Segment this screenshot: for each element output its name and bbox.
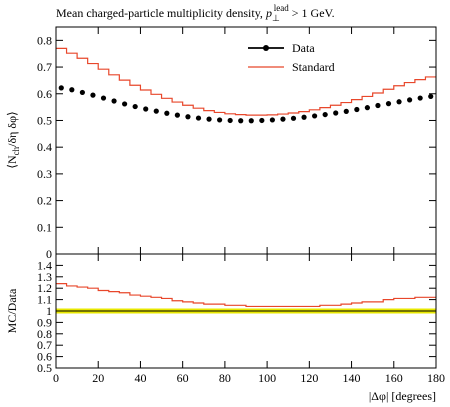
data-point [122, 101, 128, 107]
data-point [206, 116, 212, 122]
ratio-frame [55, 253, 437, 369]
x-axis-label: |Δφ| [degrees] [369, 389, 436, 403]
data-point [58, 85, 64, 91]
data-point [301, 114, 307, 120]
ratio-y-tick-label: 1.3 [37, 270, 52, 284]
ratio-y-tick-label: 0.7 [37, 338, 52, 352]
data-point [174, 112, 180, 118]
y-axis-label: ⟨Nch/δη δφ⟩ [5, 111, 21, 168]
x-tick-label: 80 [219, 371, 231, 385]
data-point [364, 105, 370, 111]
y-tick-label: 0.8 [37, 33, 52, 47]
title-part: Mean charged-particle multiplicity densi… [56, 6, 266, 20]
data-point [100, 95, 107, 101]
ylabel-part: /δη δφ⟩ [5, 111, 19, 147]
data-point [417, 95, 423, 101]
y-tick-label: 0.6 [37, 87, 52, 101]
data-point [217, 117, 223, 123]
data-point [238, 118, 244, 124]
data-point [227, 117, 233, 124]
data-point [79, 89, 85, 96]
data-point [269, 117, 275, 123]
ratio-line [56, 283, 436, 308]
legend-label: Standard [292, 60, 335, 74]
y-tick-label: 0.1 [37, 220, 52, 234]
data-point [333, 110, 339, 116]
data-point [396, 99, 402, 105]
chart-title: Mean charged-particle multiplicity densi… [56, 3, 335, 23]
ylabel-part: ⟨N [5, 155, 19, 169]
ratio-y-tick-label: 1.1 [37, 293, 52, 307]
y-tick-label: 0.2 [37, 194, 52, 208]
data-point [69, 87, 75, 93]
legend-label: Data [292, 41, 315, 55]
ratio-y-tick-label: 1.4 [37, 258, 52, 272]
data-point [132, 103, 138, 110]
x-tick-label: 120 [300, 371, 318, 385]
title-part: p [265, 6, 272, 20]
x-tick-label: 160 [385, 371, 403, 385]
data-point [312, 113, 318, 119]
data-point [143, 106, 149, 112]
data-point [153, 108, 159, 114]
x-tick-label: 140 [343, 371, 361, 385]
data-point [164, 110, 170, 116]
ratio-y-tick-label: 1 [46, 304, 52, 318]
ratio-y-tick-label: 1.2 [37, 281, 52, 295]
y-tick-label: 0.3 [37, 167, 52, 181]
title-part: ⊥ [272, 13, 280, 23]
x-tick-label: 100 [258, 371, 276, 385]
data-point [354, 106, 360, 113]
x-tick-label: 60 [177, 371, 189, 385]
x-tick-label: 180 [427, 371, 445, 385]
x-tick-label: 40 [134, 371, 146, 385]
data-point [343, 108, 349, 114]
data-point [195, 115, 202, 121]
ratio-y-tick-label: 0.9 [37, 315, 52, 329]
ratio-y-tick-label: 0.8 [37, 327, 52, 341]
data-point [290, 115, 297, 121]
data-point [385, 101, 392, 107]
mc-line [56, 47, 436, 116]
ratio-y-tick-label: 0.5 [37, 361, 52, 375]
data-point [248, 118, 254, 124]
y-tick-label: 0.4 [37, 140, 52, 154]
title-part: > 1 GeV. [289, 6, 335, 20]
y-tick-label: 0 [46, 247, 52, 261]
ratio-y-axis-label: MC/Data [5, 288, 19, 333]
title-part: lead [274, 3, 289, 13]
x-tick-label: 0 [53, 371, 59, 385]
data-point [407, 97, 413, 103]
ratio-y-tick-label: 0.6 [37, 350, 52, 364]
data-point [322, 111, 328, 118]
data-point [111, 98, 117, 104]
data-point [280, 116, 286, 122]
data-point [185, 114, 191, 120]
x-tick-label: 20 [92, 371, 104, 385]
data-point [375, 102, 381, 109]
main-frame [55, 26, 437, 255]
legend-marker [263, 45, 269, 51]
y-tick-label: 0.7 [37, 60, 52, 74]
data-point [259, 117, 265, 124]
ylabel-part: ch [11, 146, 21, 155]
y-tick-label: 0.5 [37, 113, 52, 127]
data-point [428, 93, 434, 100]
data-point [90, 92, 96, 98]
